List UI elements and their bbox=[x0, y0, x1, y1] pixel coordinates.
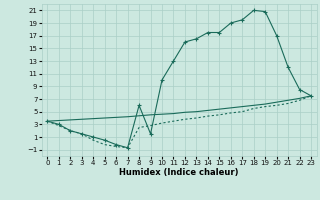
X-axis label: Humidex (Indice chaleur): Humidex (Indice chaleur) bbox=[119, 168, 239, 177]
